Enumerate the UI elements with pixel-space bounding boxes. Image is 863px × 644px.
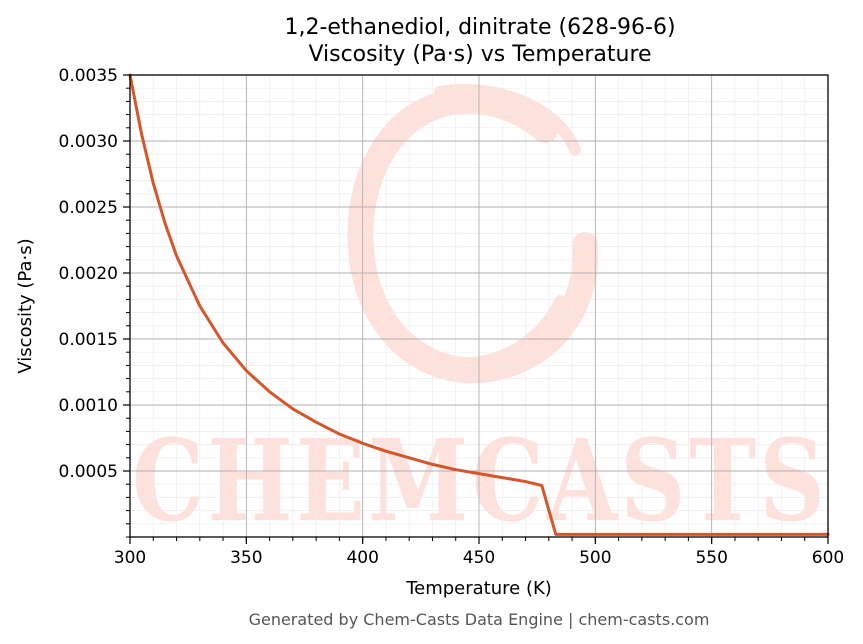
x-tick-label: 350: [230, 548, 262, 568]
y-tick-label: 0.0035: [59, 66, 118, 86]
y-axis-ticks: 0.0005 0.0010 0.0015 0.0020 0.0025 0.0030 0.00…: [59, 66, 130, 538]
watermark-text: CHEMCASTS: [132, 416, 828, 547]
x-tick-label: 600: [812, 548, 844, 568]
x-tick-label: 550: [695, 548, 727, 568]
footer-credit: Generated by Chem-Casts Data Engine | ch…: [249, 610, 710, 629]
watermark-logo-swirl: [347, 83, 599, 384]
x-tick-label: 450: [463, 548, 495, 568]
x-tick-label: 500: [579, 548, 611, 568]
y-tick-label: 0.0015: [59, 330, 118, 350]
chart-title-line1: 1,2-ethanediol, dinitrate (628-96-6): [284, 15, 675, 40]
major-grid: [129, 74, 829, 537]
y-tick-label: 0.0005: [59, 462, 118, 482]
x-tick-label: 400: [346, 548, 378, 568]
series-line: [128, 73, 830, 536]
y-tick-label: 0.0010: [59, 396, 118, 416]
watermark: CHEMCASTS: [132, 83, 828, 547]
series-layer: [128, 73, 830, 536]
x-tick-label: 300: [114, 548, 146, 568]
y-tick-label: 0.0030: [59, 132, 118, 152]
x-axis-ticks: 300 350 400 450 500 550 600: [114, 537, 844, 568]
y-tick-label: 0.0020: [59, 264, 118, 284]
y-tick-label: 0.0025: [59, 198, 118, 218]
chart-title-line2: Viscosity (Pa·s) vs Temperature: [308, 42, 651, 67]
y-axis-label: Viscosity (Pa·s): [15, 238, 36, 373]
x-axis-label: Temperature (K): [405, 578, 552, 599]
